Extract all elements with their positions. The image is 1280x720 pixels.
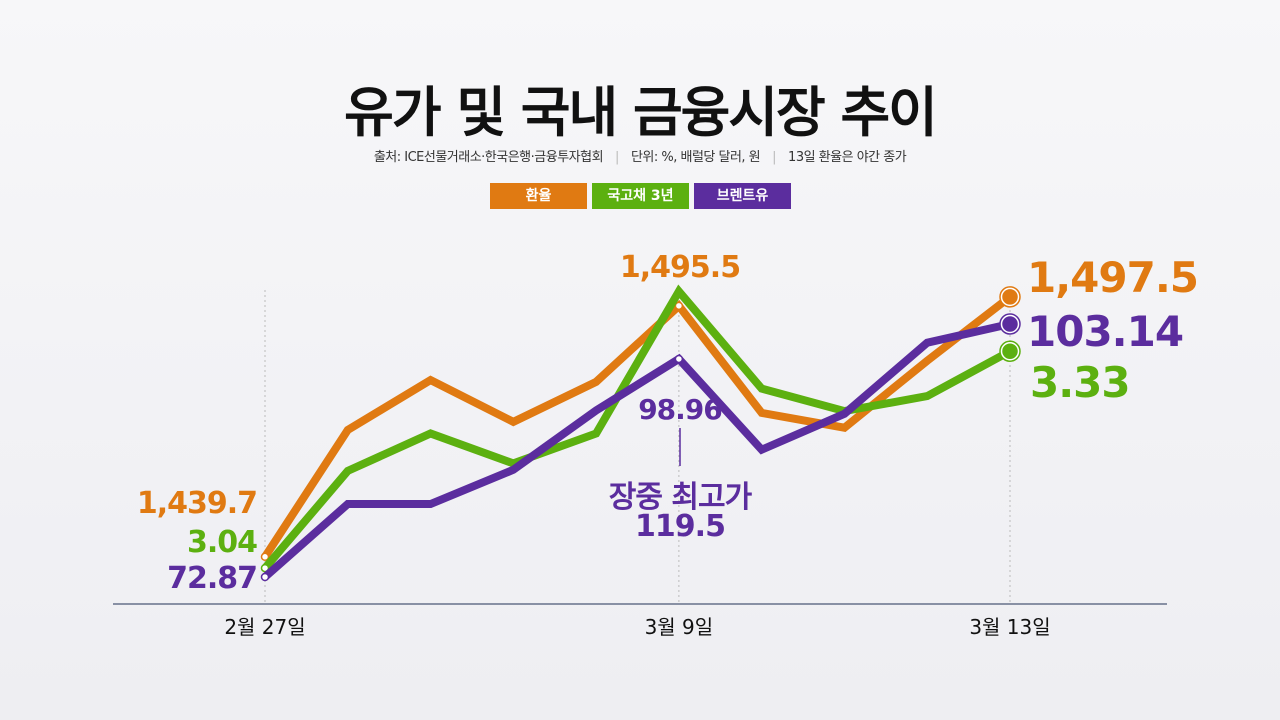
unit-text: 단위: %, 배럴당 달러, 원 — [630, 150, 761, 165]
label-brent-start: 72.87 — [167, 561, 258, 596]
label-brent-peak: 98.96 — [638, 393, 723, 426]
page-title: 유가 및 국내 금융시장 추이 — [344, 81, 938, 144]
legend: 환율 국고채 3년 브렌트유 — [490, 183, 791, 209]
series-line-0 — [261, 293, 1013, 559]
x-tick-label: 2월 27일 — [224, 615, 305, 639]
label-brent-end: 103.14 — [1027, 307, 1184, 356]
data-point-marker — [260, 563, 270, 573]
data-point-marker — [674, 354, 684, 364]
data-point-marker — [260, 552, 270, 562]
series-line-2 — [262, 320, 1011, 581]
series-line-1 — [261, 284, 1012, 571]
end-point-ring — [999, 286, 1021, 308]
label-exchange-start: 1,439.7 — [136, 486, 258, 521]
data-point-marker — [674, 301, 684, 311]
x-tick-label: 3월 9일 — [645, 615, 714, 639]
source-text: 출처: ICE선물거래소·한국은행·금융투자협회 — [373, 150, 604, 165]
annotation-value: 119.5 — [635, 509, 726, 544]
legend-treasury-3y: 국고채 3년 — [592, 183, 689, 209]
end-point-marker — [999, 286, 1021, 308]
note-text: 13일 환율은 야간 종가 — [788, 150, 907, 165]
label-exchange-end: 1,497.5 — [1027, 253, 1199, 302]
data-point-marker — [260, 572, 270, 582]
legend-brent: 브렌트유 — [694, 183, 791, 209]
subtitle: 출처: ICE선물거래소·한국은행·금융투자협회 | 단위: %, 배럴당 달러, … — [373, 150, 907, 165]
end-point-marker — [999, 340, 1021, 362]
legend-exchange-rate: 환율 — [490, 183, 587, 209]
label-treasury-end: 3.33 — [1030, 358, 1131, 407]
label-treasury-start: 3.04 — [186, 525, 258, 560]
annotation-label: 장중 최고가 — [608, 480, 752, 515]
end-point-ring — [999, 313, 1021, 335]
end-point-ring — [999, 340, 1021, 362]
label-exchange-peak: 1,495.5 — [619, 250, 741, 285]
end-point-marker — [999, 313, 1021, 335]
x-tick-label: 3월 13일 — [969, 615, 1050, 639]
